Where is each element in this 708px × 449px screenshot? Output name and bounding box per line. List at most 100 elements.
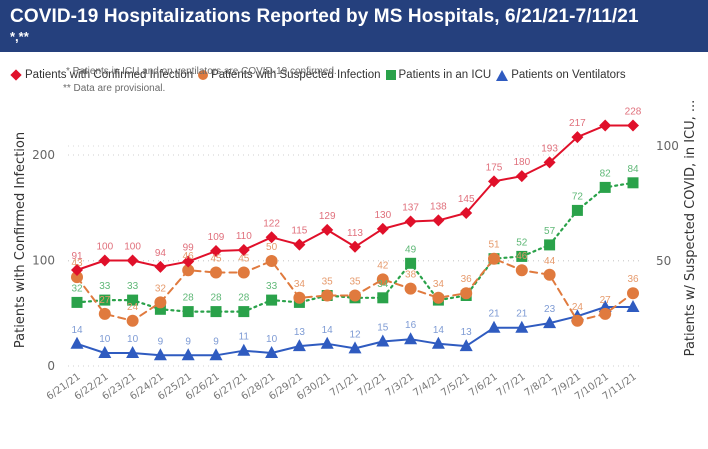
legend-label: Patients with Confirmed Infection [25, 69, 194, 81]
data-point-triangle [181, 348, 195, 361]
data-point-triangle [348, 341, 362, 354]
data-point-diamond [515, 170, 528, 183]
data-point-circle [71, 271, 83, 284]
data-point-circle [349, 289, 361, 302]
data-label: 28 [210, 293, 222, 304]
data-label: 43 [71, 258, 83, 269]
data-point-circle [293, 291, 306, 304]
data-label: 46 [183, 251, 195, 262]
data-point-square [599, 181, 611, 193]
data-point-diamond [71, 263, 83, 276]
data-label: 21 [488, 309, 500, 320]
data-point-triangle [265, 346, 279, 358]
data-label: 72 [572, 191, 584, 202]
data-point-circle [404, 282, 417, 295]
legend-item-icu[interactable]: Patients in an ICU [385, 69, 491, 81]
data-point-triangle [320, 336, 334, 349]
data-point-diamond [432, 214, 445, 227]
data-point-square [571, 204, 583, 216]
data-label: 45 [238, 254, 250, 265]
data-point-circle [627, 287, 639, 300]
data-label: 9 [213, 336, 219, 347]
x-tick-label: 7/7/21 [495, 371, 528, 398]
data-point-diamond [265, 231, 278, 244]
data-point-square [627, 177, 639, 189]
data-label: 34 [377, 279, 389, 290]
legend-label: Patients with Suspected Infection [211, 69, 381, 81]
data-point-triangle [153, 348, 167, 361]
data-label: 228 [625, 106, 642, 117]
data-label: 122 [263, 218, 280, 229]
y-tick-label-left: 200 [32, 148, 55, 162]
data-label: 46 [516, 251, 528, 262]
data-label: 113 [347, 228, 363, 239]
data-point-square [544, 239, 556, 251]
data-label: 35 [349, 277, 361, 288]
data-point-circle [376, 273, 389, 286]
x-tick-label: 7/8/21 [523, 371, 556, 398]
data-point-triangle [404, 332, 418, 345]
data-point-diamond [488, 175, 500, 188]
x-tick-label: 7/5/21 [439, 371, 472, 398]
data-point-triangle [626, 300, 640, 312]
data-point-triangle [98, 346, 112, 358]
data-label: 36 [461, 274, 473, 285]
data-point-square [71, 296, 83, 308]
data-point-triangle [126, 346, 140, 358]
square-marker-icon [385, 70, 396, 80]
data-point-square [405, 257, 417, 269]
data-label: 11 [239, 332, 250, 343]
data-label: 50 [266, 242, 278, 253]
data-point-diamond [404, 215, 417, 228]
data-label: 193 [541, 143, 558, 154]
data-label: 10 [127, 334, 139, 345]
data-label: 130 [374, 210, 391, 221]
data-point-diamond [182, 255, 195, 268]
data-point-diamond [321, 223, 334, 236]
data-point-triangle [376, 334, 390, 347]
data-point-triangle [292, 339, 306, 352]
y-axis-title-left: Patients with Confirmed Infection [13, 132, 28, 348]
data-label: 9 [158, 336, 164, 347]
data-point-circle [488, 252, 500, 265]
data-label: 52 [516, 237, 528, 248]
data-label: 42 [377, 260, 389, 271]
data-label: 100 [96, 242, 113, 253]
legend-item-suspected[interactable]: Patients with Suspected Infection [198, 69, 381, 81]
data-point-circle [543, 268, 556, 281]
data-point-triangle [515, 320, 529, 333]
legend-item-confirmed[interactable]: Patients with Confirmed Infection [10, 69, 193, 81]
triangle-marker-icon [496, 69, 509, 81]
chart-title: COVID-19 Hospitalizations Reported by MS… [10, 6, 639, 27]
data-label: 24 [572, 302, 584, 313]
legend-item-ventilators[interactable]: Patients on Ventilators [496, 69, 626, 81]
data-point-diamond [599, 119, 612, 132]
data-label: 175 [486, 162, 503, 173]
data-point-triangle [543, 316, 557, 329]
y-axis-title-right: Patients w/ Suspected COVID, in ICU, ... [683, 100, 698, 357]
chart-subtitle: *,** [10, 29, 29, 44]
circle-marker-icon [198, 70, 209, 80]
x-axis: 6/21/216/22/216/23/216/24/216/25/216/26/… [45, 371, 639, 402]
data-point-diamond [237, 243, 250, 256]
data-label: 145 [458, 194, 475, 205]
data-point-circle [321, 289, 334, 302]
y-tick-label-right: 50 [656, 254, 671, 268]
data-point-circle [515, 264, 528, 277]
data-label: 28 [238, 293, 250, 304]
data-label: 34 [294, 279, 306, 290]
legend-label: Patients on Ventilators [511, 69, 626, 81]
data-point-circle [126, 314, 139, 327]
x-tick-label: 7/2/21 [356, 371, 389, 398]
data-point-square [266, 294, 278, 306]
data-point-triangle [487, 320, 501, 333]
x-tick-label: 7/1/21 [328, 371, 361, 398]
data-label: 109 [208, 232, 225, 243]
gridlines: 0 100 200 50 100 [32, 139, 679, 373]
data-label: 45 [210, 254, 222, 265]
chart-legend: Patients with Confirmed Infection Patien… [10, 69, 631, 81]
data-label: 14 [71, 325, 83, 336]
data-label: 99 [183, 243, 195, 254]
data-label: 138 [430, 201, 447, 212]
